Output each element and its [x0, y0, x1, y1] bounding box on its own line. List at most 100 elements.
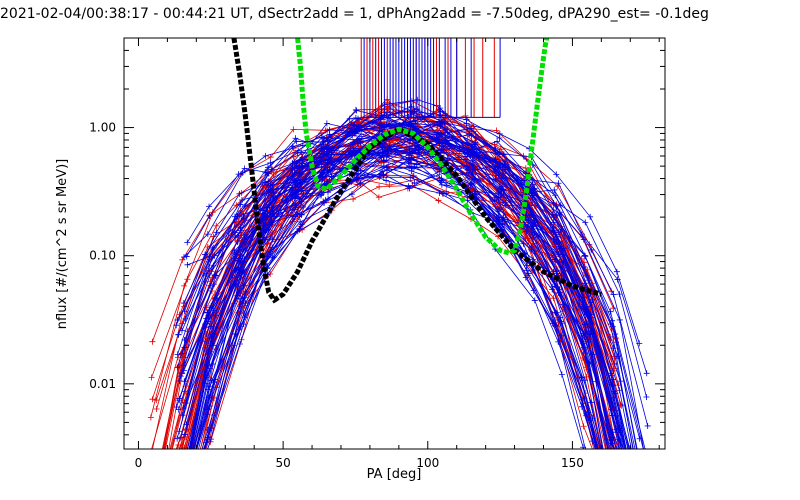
data-point-marker	[146, 455, 152, 461]
data-point-marker	[300, 203, 307, 210]
data-point-marker	[174, 351, 181, 358]
data-point-marker	[381, 157, 388, 164]
data-point-marker	[550, 206, 557, 213]
data-point-marker	[183, 452, 189, 458]
data-point-marker	[267, 154, 274, 161]
data-point-marker	[289, 191, 296, 198]
data-point-marker	[468, 125, 475, 132]
fit-curve-black	[231, 38, 603, 304]
data-point-marker	[181, 448, 183, 449]
data-point-marker	[347, 154, 354, 161]
data-point-marker	[291, 170, 298, 177]
data-point-marker	[210, 342, 217, 349]
data-point-marker	[609, 496, 615, 500]
data-point-marker	[319, 174, 326, 181]
data-point-marker	[552, 322, 559, 329]
data-point-marker	[145, 465, 151, 471]
data-point-marker	[443, 190, 450, 197]
data-point-marker	[442, 137, 449, 144]
data-point-marker	[239, 169, 246, 176]
data-point-marker	[550, 199, 557, 206]
data-point-marker	[471, 150, 478, 157]
data-point-marker	[617, 438, 624, 445]
data-point-marker	[608, 460, 614, 466]
x-tick-label: 50	[275, 456, 290, 470]
data-point-marker	[209, 341, 216, 348]
data-point-marker	[551, 186, 558, 193]
data-point-marker	[210, 281, 217, 288]
data-point-marker	[552, 317, 559, 324]
data-point-marker	[296, 226, 303, 233]
data-point-marker	[298, 211, 305, 218]
data-point-marker	[381, 122, 388, 129]
data-point-marker	[613, 465, 619, 471]
data-point-marker	[472, 166, 479, 173]
data-point-marker	[205, 386, 212, 393]
data-point-marker	[179, 492, 185, 498]
data-point-marker	[352, 114, 359, 121]
data-point-marker	[178, 350, 185, 357]
data-point-marker	[295, 147, 302, 154]
data-point-marker	[235, 171, 242, 178]
data-point-marker	[585, 446, 586, 449]
data-point-marker	[501, 166, 508, 173]
data-point-marker	[616, 456, 622, 462]
data-point-marker	[324, 178, 331, 185]
data-point-marker	[202, 439, 209, 446]
data-point-marker	[520, 240, 527, 247]
data-point-marker	[181, 431, 188, 438]
data-point-marker	[174, 316, 181, 323]
data-point-marker	[437, 108, 444, 115]
data-point-marker	[644, 422, 651, 429]
data-point-marker	[213, 229, 220, 236]
y-tick-label: 0.10	[89, 249, 116, 263]
data-point-marker	[204, 362, 211, 369]
data-point-marker	[202, 324, 209, 331]
y-tick-label: 0.01	[89, 377, 116, 391]
data-point-marker	[236, 340, 243, 347]
data-point-marker	[175, 331, 182, 338]
data-point-marker	[241, 294, 248, 301]
data-point-marker	[607, 308, 614, 315]
data-point-marker	[580, 444, 587, 449]
data-point-marker	[289, 160, 296, 167]
data-point-marker	[318, 163, 325, 170]
data-point-marker	[175, 461, 181, 467]
data-point-marker	[174, 496, 180, 500]
data-point-marker	[240, 310, 247, 317]
data-point-marker	[156, 472, 162, 478]
data-point-marker	[472, 134, 479, 141]
data-point-marker	[204, 231, 211, 238]
data-point-marker	[380, 163, 387, 170]
data-point-marker	[617, 470, 623, 476]
data-point-marker	[618, 452, 624, 458]
data-point-marker	[587, 331, 594, 338]
data-point-marker	[347, 147, 354, 154]
data-point-marker	[578, 231, 585, 238]
data-point-marker	[492, 145, 499, 152]
data-point-marker	[636, 467, 642, 473]
data-point-marker	[209, 209, 216, 216]
chart-title: 2021-02-04/00:38:17 - 00:44:21 UT, dSect…	[0, 6, 709, 22]
data-point-marker	[241, 165, 248, 172]
data-point-marker	[553, 268, 560, 275]
data-point-marker	[607, 436, 614, 443]
data-point-marker	[617, 466, 623, 472]
data-point-marker	[234, 238, 241, 245]
data-point-marker	[269, 236, 276, 243]
plot-frame	[123, 37, 666, 450]
data-point-marker	[495, 164, 502, 171]
data-point-marker	[271, 207, 278, 214]
data-point-marker	[237, 251, 244, 258]
data-point-marker	[529, 181, 536, 188]
data-point-marker	[609, 382, 616, 389]
data-point-marker	[207, 436, 214, 443]
data-point-marker	[322, 197, 329, 204]
data-point-marker	[410, 117, 417, 124]
data-point-marker	[326, 131, 333, 138]
data-point-marker	[205, 312, 212, 319]
data-point-marker	[607, 321, 614, 328]
data-point-marker	[320, 139, 327, 145]
data-point-marker	[611, 474, 617, 480]
data-point-marker	[353, 107, 360, 114]
